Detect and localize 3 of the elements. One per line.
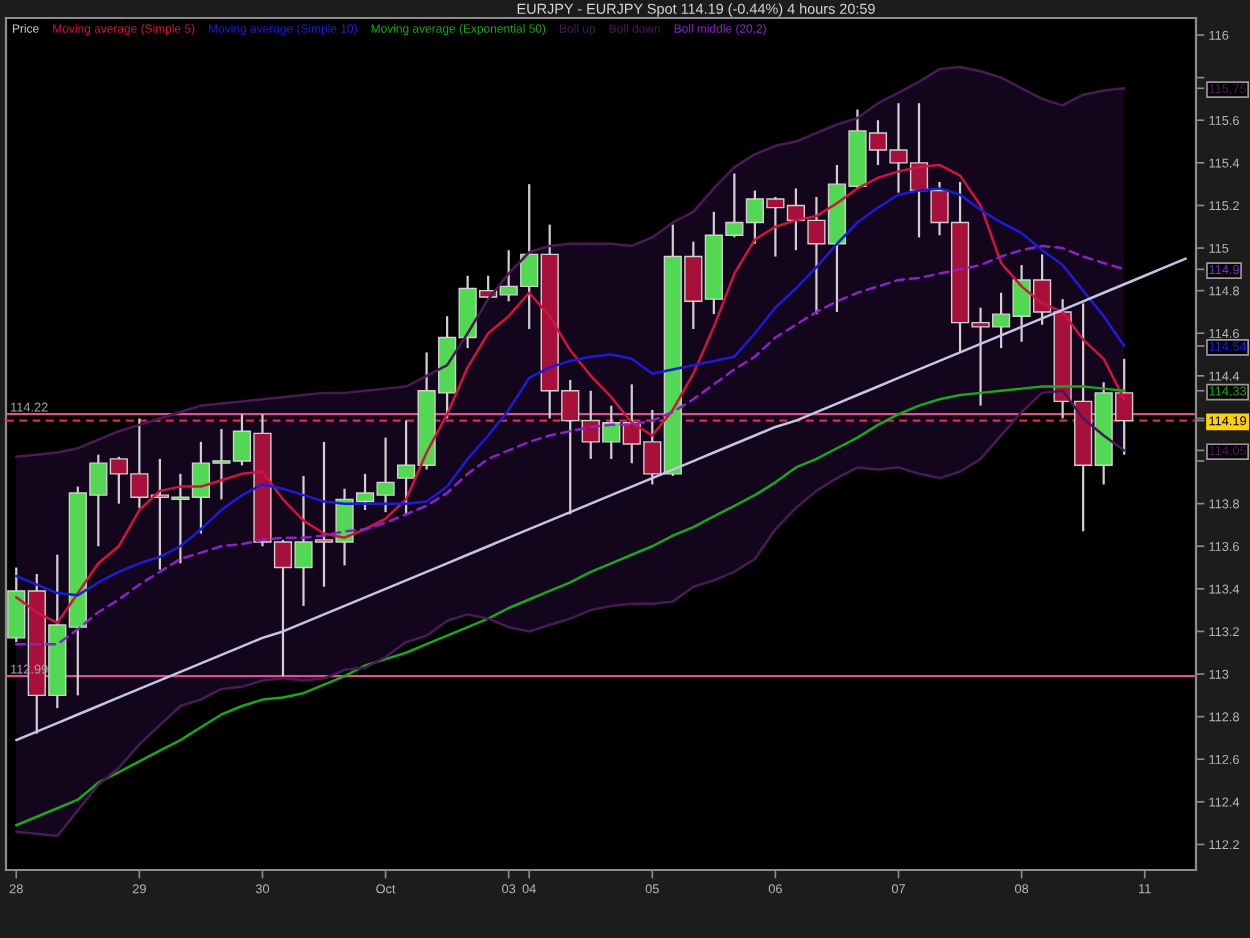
line-series <box>15 65 1126 459</box>
line-series <box>15 244 1126 646</box>
line-series <box>15 257 1187 742</box>
